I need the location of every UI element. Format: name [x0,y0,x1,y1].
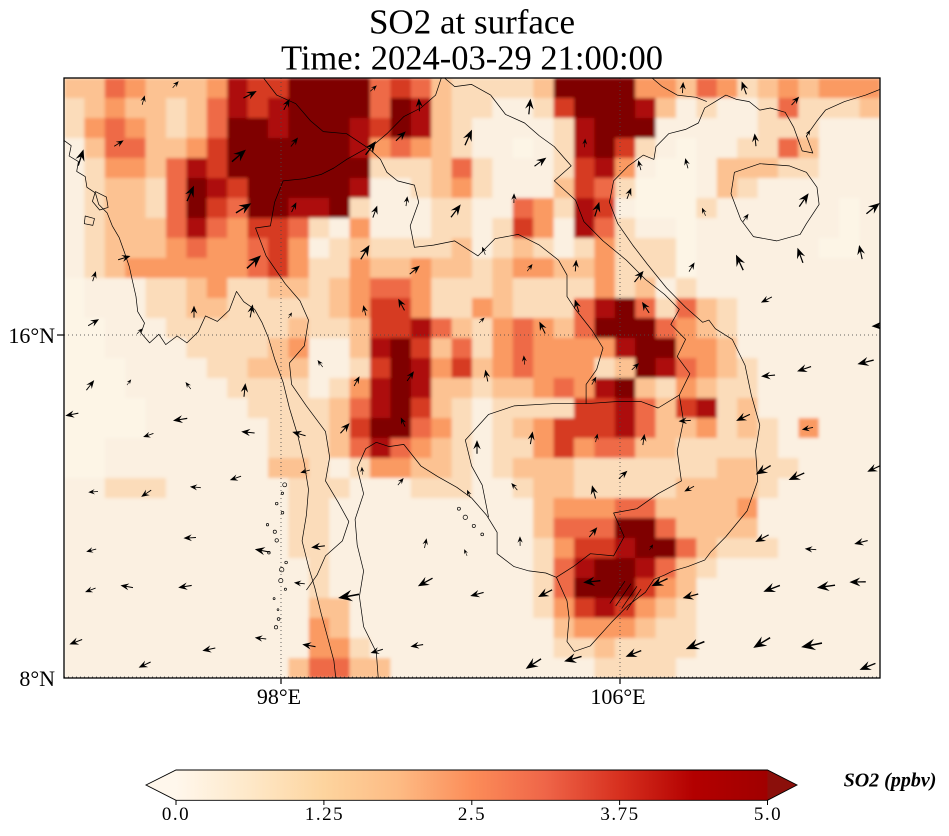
svg-text:0.0: 0.0 [162,804,190,825]
svg-text:106°E: 106°E [590,684,645,709]
svg-text:98°E: 98°E [257,684,301,709]
svg-text:SO2 (ppbv): SO2 (ppbv) [844,770,937,792]
svg-text:Time: 2024-03-29 21:00:00: Time: 2024-03-29 21:00:00 [281,40,663,78]
svg-text:1.25: 1.25 [305,804,344,825]
svg-text:2.5: 2.5 [458,804,486,825]
svg-text:16°N: 16°N [8,323,55,348]
svg-text:SO2 at surface: SO2 at surface [369,3,575,42]
svg-text:5.0: 5.0 [754,804,782,825]
svg-text:3.75: 3.75 [600,804,639,825]
svg-text:8°N: 8°N [19,666,55,691]
